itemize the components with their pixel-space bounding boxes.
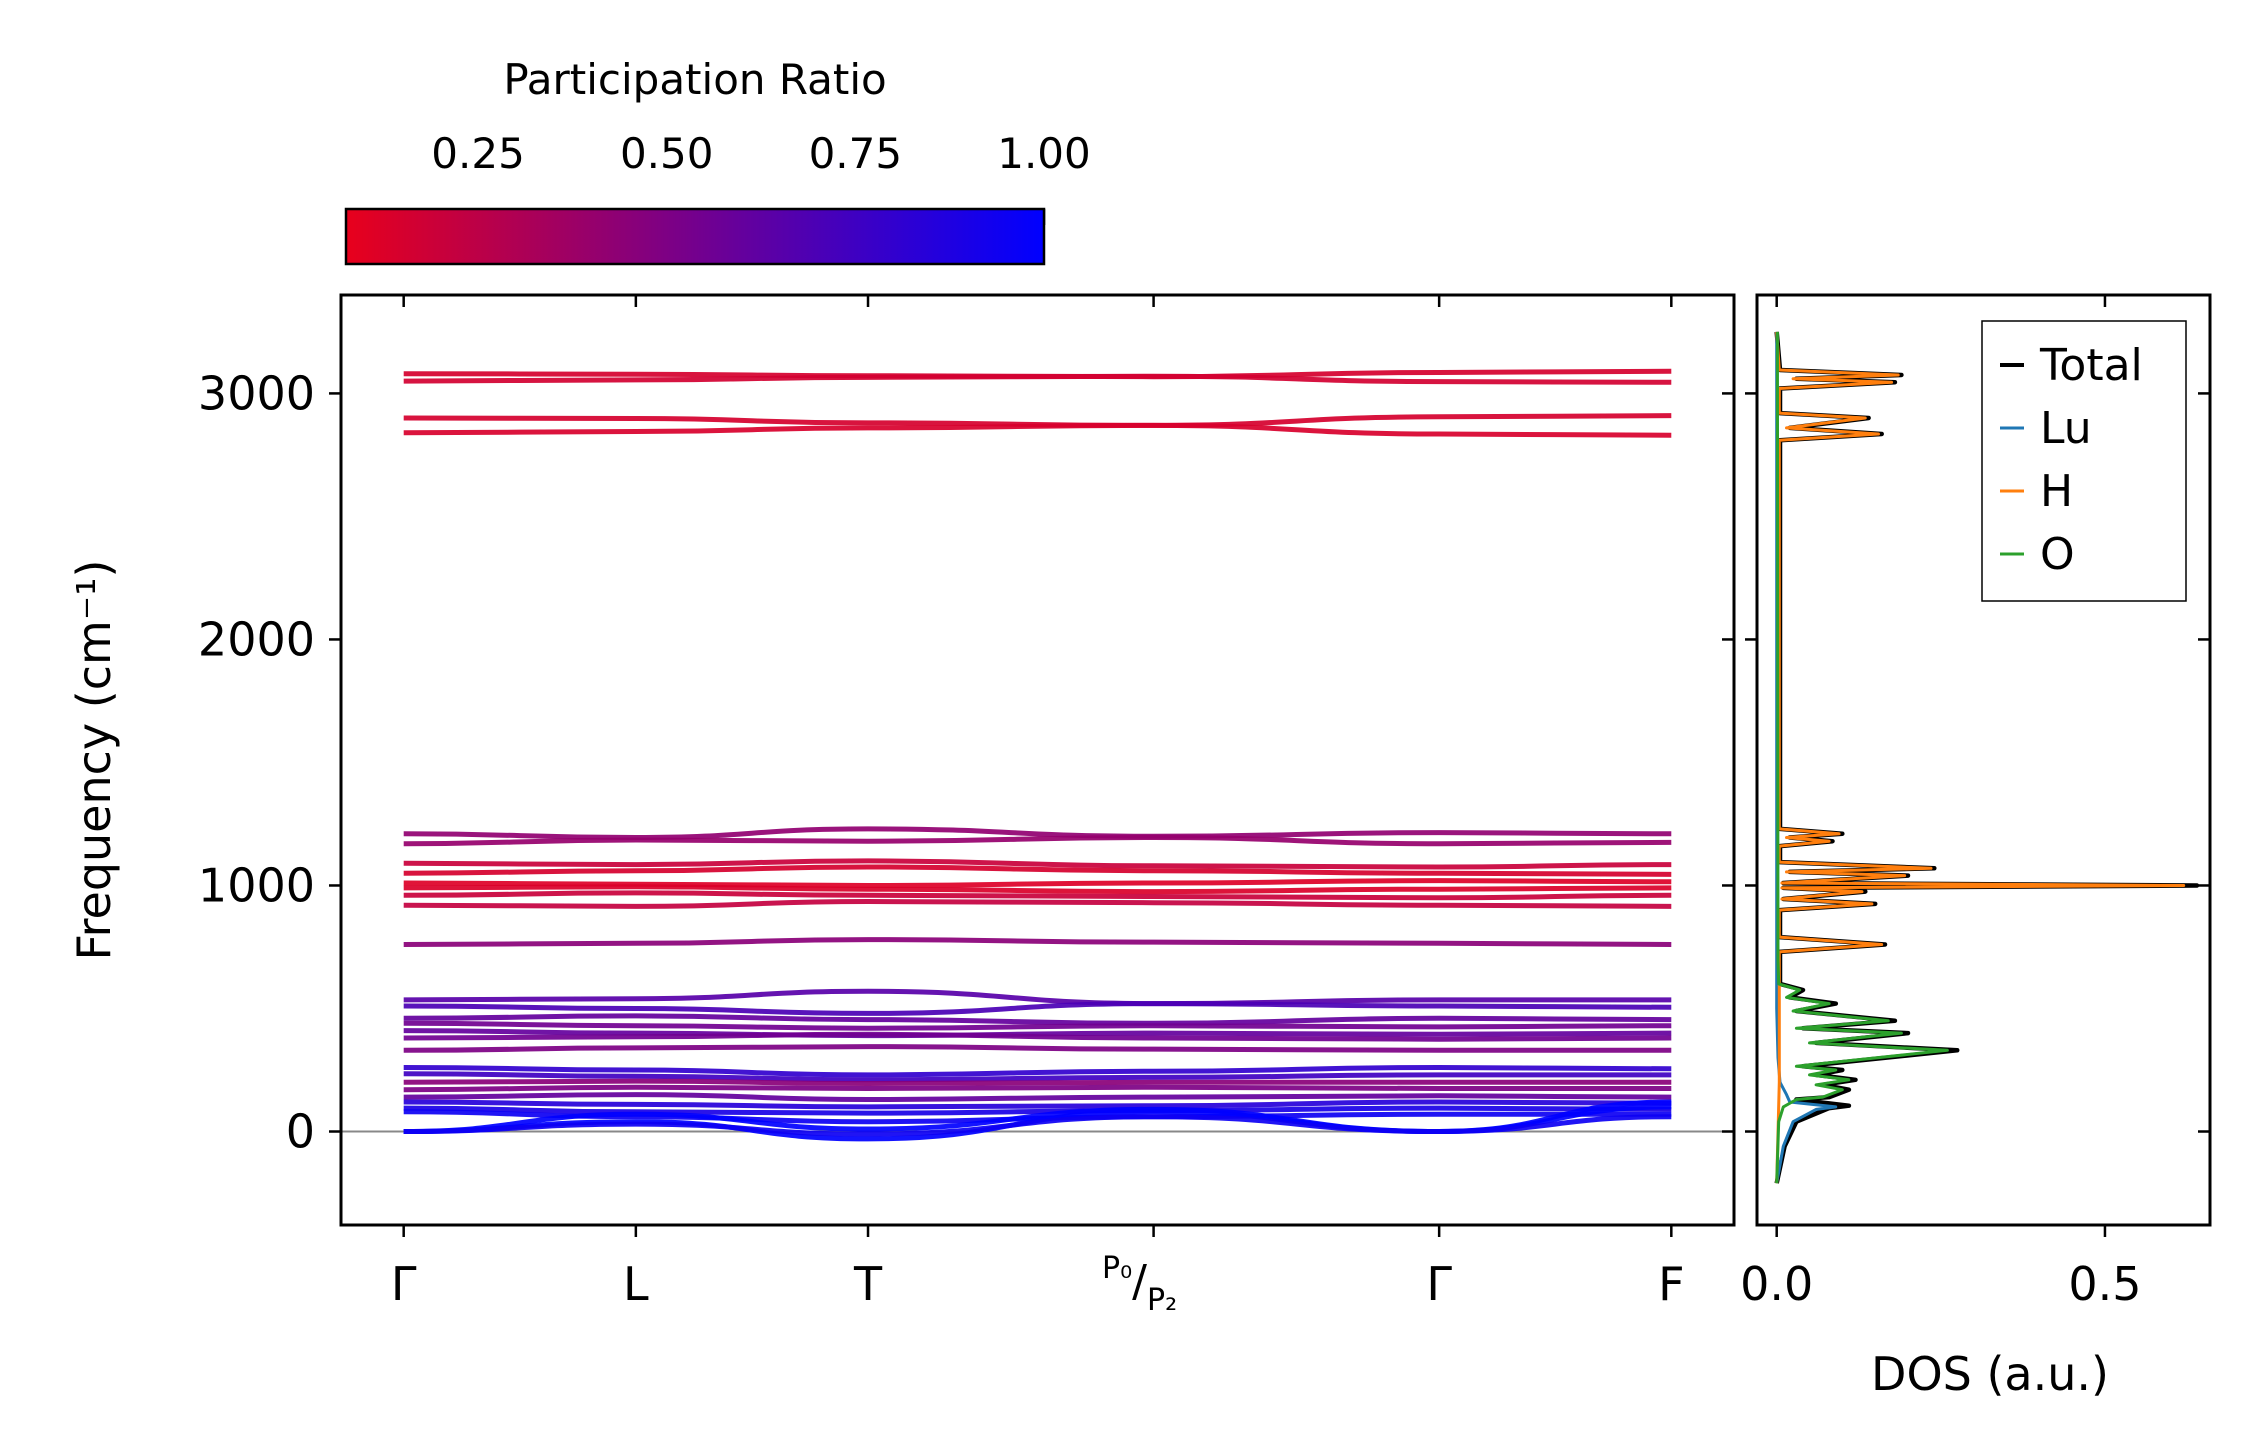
- band-line: [403, 864, 1672, 877]
- band-axes: 0 1000 2000 3000 Γ L T P₀/P₂ Γ F: [198, 295, 1734, 1318]
- band-line: [403, 1078, 1672, 1087]
- y-axis-label: Frequency (cm⁻¹): [67, 560, 121, 961]
- band-line: [403, 1064, 1672, 1078]
- colorbar-tick-label: 0.75: [809, 129, 903, 178]
- band-line: [403, 1031, 1672, 1042]
- band-line: [403, 834, 1672, 847]
- colorbar-title: Participation Ratio: [503, 55, 886, 104]
- band-structure-panel: 0 1000 2000 3000 Γ L T P₀/P₂ Γ F Frequency (cm⁻¹): [67, 293, 1736, 1318]
- dos-x-tick-label: 0.5: [2068, 1257, 2141, 1311]
- x-tick-label: Γ: [1426, 1257, 1452, 1311]
- band-line: [403, 1114, 1672, 1137]
- x-tick-label: F: [1658, 1257, 1684, 1311]
- legend-label-o: O: [2040, 529, 2075, 580]
- band-line: [403, 826, 1672, 841]
- x-tick-label: T: [853, 1257, 883, 1311]
- dos-x-tick-label: 0.0: [1740, 1257, 1813, 1311]
- band-line: [403, 937, 1672, 947]
- dos-lines: [1774, 331, 2200, 1184]
- band-line: [403, 1044, 1672, 1053]
- band-line: [403, 1092, 1672, 1103]
- band-line: [403, 858, 1672, 870]
- x-tick-label: Γ: [391, 1257, 417, 1311]
- band-line: [403, 1071, 1672, 1083]
- x-axis-label: DOS (a.u.): [1871, 1347, 2109, 1401]
- x-tick-label: L: [623, 1257, 649, 1311]
- band-lines: [403, 368, 1672, 1142]
- band-line: [403, 1020, 1672, 1031]
- legend: Total Lu HO: [1981, 320, 2187, 602]
- colorbar-tick-label: 1.00: [997, 129, 1091, 178]
- colorbar-ticks: 0.25 0.50 0.75 1.00: [431, 129, 1091, 264]
- legend-label-total: Total: [2039, 340, 2143, 391]
- colorbar-bar: [344, 207, 1046, 266]
- x-tick-label: P₀/P₂: [1102, 1251, 1177, 1318]
- band-line: [403, 898, 1672, 909]
- dos-line-o: [1775, 331, 1949, 1184]
- band-line: [403, 1105, 1672, 1116]
- y-tick-label: 0: [286, 1105, 315, 1159]
- legend-items: Total Lu HO: [2000, 340, 2143, 580]
- band-panel-frame: [339, 293, 1736, 1227]
- band-line: [403, 1013, 1672, 1026]
- y-tick-label: 1000: [198, 858, 315, 912]
- dos-axes: 0.0 0.5: [1740, 295, 2210, 1311]
- band-line: [403, 1001, 1672, 1016]
- dos-panel: 0.0 0.5 DOS (a.u.) Total Lu HO: [1740, 293, 2212, 1401]
- band-line: [403, 373, 1672, 385]
- colorbar-tick-label: 0.50: [620, 129, 714, 178]
- dos-panel-frame: [1755, 293, 2212, 1227]
- band-line: [403, 1084, 1672, 1093]
- band-line: [403, 884, 1672, 895]
- y-tick-label: 2000: [198, 612, 315, 666]
- band-line: [403, 878, 1672, 889]
- band-line: [403, 890, 1672, 901]
- colorbar: Participation Ratio 0.25 0.50 0.75 1.00: [344, 55, 1091, 266]
- dos-line-lu: [1775, 331, 1838, 1184]
- band-line: [403, 1099, 1672, 1110]
- colorbar-tick-label: 0.25: [431, 129, 525, 178]
- band-line: [403, 988, 1672, 1007]
- band-line: [403, 422, 1672, 438]
- legend-label-h: H: [2040, 466, 2073, 517]
- y-tick-label: 3000: [198, 366, 315, 420]
- legend-label-lu: Lu: [2040, 403, 2092, 454]
